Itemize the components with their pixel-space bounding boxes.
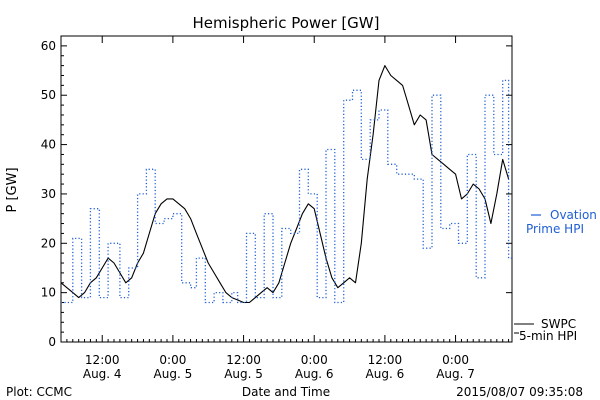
x-tick-label-time: 12:00	[226, 353, 261, 367]
plot-frame	[60, 35, 513, 343]
legend-ovation-label-2: Prime HPI	[526, 222, 584, 236]
y-tick-label: 40	[41, 138, 56, 152]
y-tick-label: 60	[41, 39, 56, 53]
y-tick-label: 0	[48, 335, 56, 349]
x-tick-label-date: Aug. 5	[224, 367, 263, 381]
legend-swpc-label-2: 5-min HPI	[519, 329, 577, 343]
y-axis-label: P [GW]	[5, 167, 20, 212]
y-axis-ticks: 0 10 20 30 40 50 60	[41, 39, 512, 349]
x-tick-label-date: Aug. 6	[366, 367, 405, 381]
x-tick-label-time: 12:00	[85, 353, 120, 367]
footer-credit: Plot: CCMC	[6, 385, 72, 399]
y-tick-label: 30	[41, 187, 56, 201]
series-layer	[60, 65, 512, 304]
chart-title: Hemispheric Power [GW]	[193, 14, 380, 32]
y-tick-label: 20	[41, 236, 56, 250]
legend-ovation-label-1: Ovation	[550, 208, 597, 222]
x-tick-label-date: Aug. 7	[436, 367, 475, 381]
x-tick-label-date: Aug. 5	[154, 367, 193, 381]
legend: Ovation Prime HPI SWPC 5-min HPI	[514, 208, 597, 343]
x-axis-label: Date and Time	[242, 385, 330, 399]
x-tick-label-time: 0:00	[301, 353, 328, 367]
x-tick-label-date: Aug. 6	[295, 367, 334, 381]
series-ovation-prime-hpi	[61, 79, 512, 304]
x-tick-label-date: Aug. 4	[83, 367, 122, 381]
series-swpc-hpi	[60, 65, 510, 304]
x-tick-label-time: 0:00	[442, 353, 469, 367]
footer-timestamp: 2015/08/07 09:35:08	[456, 385, 583, 399]
y-tick-label: 10	[41, 286, 56, 300]
legend-swpc-label-1: SWPC	[541, 317, 576, 331]
x-tick-label-time: 0:00	[159, 353, 186, 367]
y-tick-label: 50	[41, 88, 56, 102]
x-tick-label-time: 12:00	[368, 353, 403, 367]
